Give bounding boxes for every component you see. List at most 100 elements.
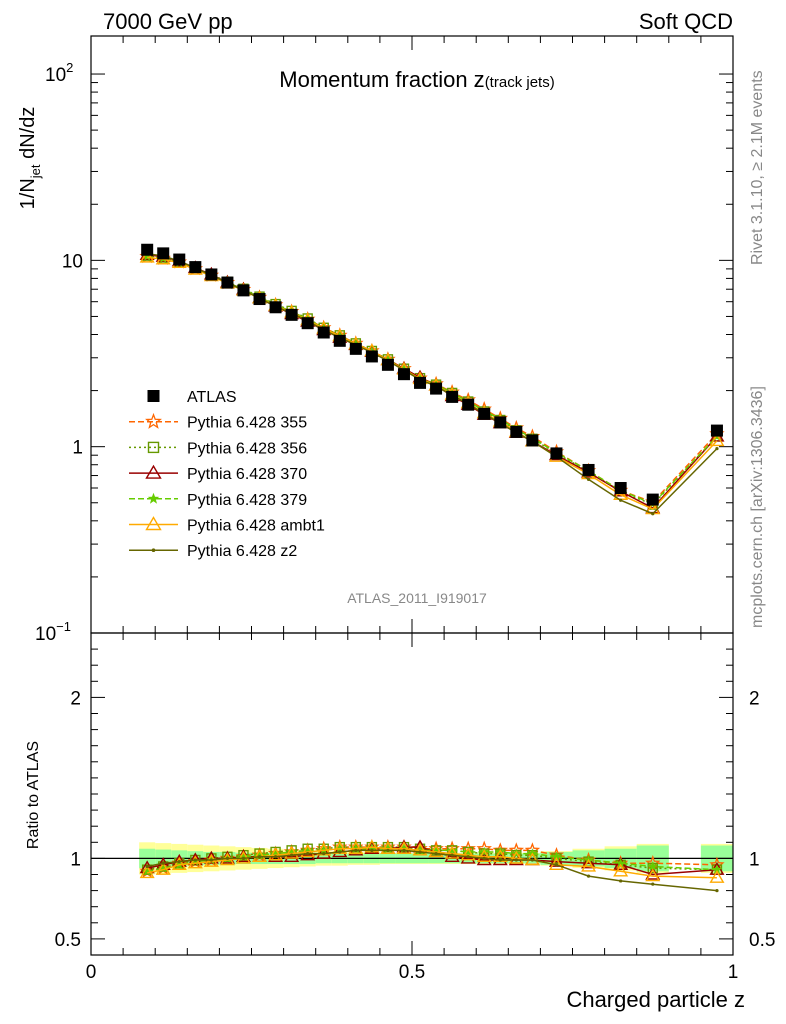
main-point-pz2 xyxy=(586,477,591,482)
x-tick-label: 1 xyxy=(728,962,739,983)
atlas-point xyxy=(646,493,659,506)
ratio-point-pz2 xyxy=(530,858,534,862)
ratio-point-pz2 xyxy=(498,858,502,862)
legend-label-pz2: Pythia 6.428 z2 xyxy=(187,543,297,560)
atlas-point xyxy=(478,407,491,420)
ratio-point-pz2 xyxy=(177,860,181,864)
ratio-point-pambt1 xyxy=(613,863,629,877)
main-plot-panel: 102 10 1 10−1 Momentum fraction z(track jet… xyxy=(17,35,734,645)
atlas-point xyxy=(141,243,154,256)
ratio-point-p379 xyxy=(238,851,249,862)
ratio-point-pambt1 xyxy=(645,868,661,882)
ratio-point-pambt1 xyxy=(139,865,155,879)
ratio-y-tick-label-right: 2 xyxy=(749,688,760,709)
atlas-point xyxy=(462,398,475,411)
atlas-point xyxy=(333,334,346,347)
ratio-point-pz2 xyxy=(338,850,342,854)
ratio-point-p379 xyxy=(254,849,265,860)
atlas-point xyxy=(582,463,595,476)
ratio-point-pz2 xyxy=(619,879,623,883)
ratio-point-p379 xyxy=(430,845,442,855)
atlas-point xyxy=(414,376,427,389)
ratio-point-pz2 xyxy=(322,851,326,856)
atlas-data-points xyxy=(141,243,723,506)
legend-label-atlas: ATLAS xyxy=(187,389,237,406)
ratio-point-pz2 xyxy=(651,882,655,886)
ratio-point-p379 xyxy=(142,865,153,876)
ratio-point-pambt1 xyxy=(252,849,268,862)
main-y-axis-label: 1/Njet dN/dz xyxy=(17,107,43,210)
ratio-point-pz2 xyxy=(145,864,149,869)
main-point-pz2 xyxy=(651,512,655,516)
atlas-point xyxy=(157,247,170,260)
x-tick-label: 0.5 xyxy=(399,962,425,983)
atlas-point xyxy=(221,276,234,289)
rivet-version-label: Rivet 3.1.10, ≥ 2.1M events xyxy=(749,70,766,265)
ratio-axis-ticks xyxy=(90,632,734,956)
atlas-point xyxy=(173,253,186,266)
ratio-point-p370 xyxy=(581,855,597,869)
ratio-point-pambt1 xyxy=(348,841,364,854)
ratio-point-pz2 xyxy=(257,855,262,859)
ratio-y-tick-label-left: 0.5 xyxy=(55,930,81,951)
atlas-point xyxy=(494,416,507,429)
ratio-point-pambt1 xyxy=(428,844,444,858)
atlas-point xyxy=(365,350,378,363)
atlas-point xyxy=(285,308,298,321)
main-y-tick-label: 1 xyxy=(72,438,83,459)
ratio-point-pz2 xyxy=(241,856,246,861)
ratio-plot-panel: 2 21 10.5 0.5 0 0.5 1 Ratio to ATLAS Charged … xyxy=(25,632,776,1012)
main-point-pz2 xyxy=(715,447,719,451)
legend-marker-p355 xyxy=(145,412,162,429)
ratio-point-pambt1 xyxy=(380,841,396,854)
ratio-point-p370 xyxy=(645,866,661,880)
legend: ATLAS Pythia 6.428 355 Pythia 6.428 356 Pyt… xyxy=(129,389,325,560)
header-category-label: Soft QCD xyxy=(639,9,733,34)
ratio-point-pz2 xyxy=(418,850,422,854)
x-tick-label: 0 xyxy=(86,962,97,983)
atlas-point xyxy=(253,293,266,306)
ratio-point-pambt1 xyxy=(155,861,171,875)
ratio-point-pambt1 xyxy=(709,870,725,883)
ratio-point-p379 xyxy=(270,848,281,858)
ratio-point-p379 xyxy=(711,864,723,874)
ratio-point-pambt1 xyxy=(396,841,412,854)
atlas-point xyxy=(237,284,250,297)
x-tick-labels: 0 0.5 1 xyxy=(86,962,739,983)
ratio-y-tick-label-right: 1 xyxy=(749,849,760,870)
ratio-curves xyxy=(139,838,725,893)
ratio-point-pz2 xyxy=(370,848,374,852)
header-energy-label: 7000 GeV pp xyxy=(103,9,233,34)
legend-label-p355: Pythia 6.428 355 xyxy=(187,415,307,432)
main-point-pambt1 xyxy=(139,249,155,263)
atlas-point xyxy=(397,368,410,381)
ratio-y-tick-label-left: 2 xyxy=(70,688,81,709)
legend-marker-p356 xyxy=(147,441,160,454)
ratio-y-tick-labels: 2 2 1 1 0.5 0.5 xyxy=(55,688,776,951)
atlas-point xyxy=(550,447,563,460)
ratio-point-pambt1 xyxy=(300,844,316,858)
main-point-pambt1 xyxy=(709,433,725,447)
ratio-point-pz2 xyxy=(225,856,230,861)
legend-marker-pz2 xyxy=(151,548,156,552)
legend-marker-p370 xyxy=(145,464,162,479)
ratio-plot-frame xyxy=(90,632,734,956)
ratio-point-pambt1 xyxy=(187,855,203,869)
ratio-point-p379 xyxy=(447,845,458,855)
ratio-point-p379 xyxy=(286,846,297,857)
ratio-point-pambt1 xyxy=(581,858,597,872)
ratio-point-pz2 xyxy=(386,848,390,852)
ratio-point-p370 xyxy=(187,852,203,866)
ratio-point-pz2 xyxy=(434,851,438,856)
ratio-point-pz2 xyxy=(466,855,470,859)
ratio-point-pambt1 xyxy=(476,849,492,862)
atlas-point xyxy=(381,358,394,371)
ratio-point-pambt1 xyxy=(284,845,300,859)
mcplots-reference-label: mcplots.cern.ch [arXiv:1306.3436] xyxy=(749,386,766,628)
ratio-point-pz2 xyxy=(290,853,294,857)
ratio-point-pz2 xyxy=(306,851,310,856)
ratio-y-axis-label: Ratio to ATLAS xyxy=(25,741,42,849)
atlas-point xyxy=(446,390,459,403)
ratio-point-p379 xyxy=(302,845,313,855)
